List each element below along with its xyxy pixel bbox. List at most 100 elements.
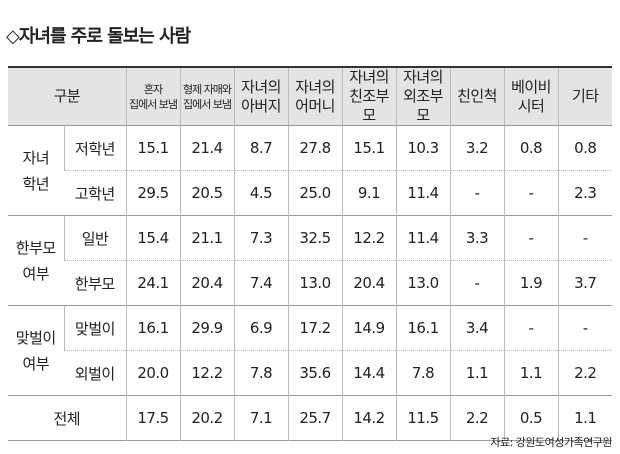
- header-cell: 베이비 시터: [503, 67, 559, 126]
- text-line: 어머니: [295, 96, 335, 115]
- cell: 0.5: [503, 395, 559, 441]
- header-cell: 자녀의 아버지: [233, 67, 289, 126]
- cell: 8.7: [233, 125, 289, 171]
- header-cell: 친인척: [449, 67, 505, 126]
- cell: 7.8: [395, 350, 451, 396]
- cell: 14.9: [341, 305, 397, 351]
- cell: 21.1: [179, 215, 235, 261]
- cell: 14.4: [341, 350, 397, 396]
- cell: 15.1: [341, 125, 397, 171]
- text-line: 아버지: [241, 96, 281, 115]
- cell: 12.2: [341, 215, 397, 261]
- cell: 2.3: [557, 170, 613, 216]
- cell: 7.8: [233, 350, 289, 396]
- text-line: 친인척: [457, 87, 497, 105]
- cell: 1.1: [449, 350, 505, 396]
- text-line: 자녀의: [295, 77, 335, 96]
- cell: 20.4: [179, 260, 235, 306]
- cell: 2.2: [449, 395, 505, 441]
- cell: 9.1: [341, 170, 397, 216]
- cell: 12.2: [179, 350, 235, 396]
- header-row: 구분 혼자 집에서 보냄 형제 자매와 집에서 보냄 자녀의 아버지 자녀의 어머니 자녀의 친조부…: [8, 67, 613, 126]
- cell: 29.5: [125, 170, 181, 216]
- header-cell: 자녀의 외조부모: [395, 67, 451, 126]
- row: 외벌이 20.0 12.2 7.8 35.6 14.4 7.8 1.1 1.1 2.2: [8, 350, 613, 396]
- cell: 3.3: [449, 215, 505, 261]
- cell: 27.8: [287, 125, 343, 171]
- cell: -: [503, 305, 559, 351]
- header-cell: 형제 자매와 집에서 보냄: [179, 67, 235, 126]
- header-cell: 구분: [8, 67, 127, 126]
- title: ◇자녀를 주로 돌보는 사람: [6, 26, 191, 47]
- cell: 4.5: [233, 170, 289, 216]
- cell: 14.2: [341, 395, 397, 441]
- cell: 11.4: [395, 170, 451, 216]
- cell: -: [557, 215, 613, 261]
- cell: 3.4: [449, 305, 505, 351]
- cell: 7.4: [233, 260, 289, 306]
- cell: 17.2: [287, 305, 343, 351]
- cell: 2.2: [557, 350, 613, 396]
- row: 맞벌이 여부 맞벌이 16.1 29.9 6.9 17.2 14.9 16.1 3.4- -: [8, 305, 613, 396]
- row-label: 일반: [63, 215, 127, 261]
- cell: 29.9: [179, 305, 235, 351]
- row-label: 고학년: [64, 170, 127, 216]
- text-line: 친조부모: [349, 87, 389, 124]
- row-label: 맞벌이: [63, 305, 127, 351]
- text-line: 집에서 보냄: [128, 97, 178, 111]
- text-line: 자녀의: [403, 68, 443, 86]
- text-line: 혼자: [143, 82, 163, 96]
- cell: 25.0: [287, 170, 343, 216]
- cell: 32.5: [287, 215, 343, 261]
- cell: -: [557, 305, 613, 351]
- cell: 20.4: [341, 260, 397, 306]
- text-line: 여부: [22, 354, 50, 373]
- cell: 13.0: [395, 260, 451, 306]
- row: 한부모 24.1 20.4 7.4 13.0 20.4 13.0-1.9 3.7: [8, 260, 613, 306]
- cell: 7.3: [233, 215, 289, 261]
- cell: 16.1: [125, 305, 181, 351]
- cell: 35.6: [287, 350, 343, 396]
- cell: 21.4: [179, 125, 235, 171]
- row: 고학년 29.5 20.5 4.5 25.0 9.1 11.4- -2.3: [8, 170, 613, 216]
- text-line: 자녀: [22, 148, 50, 167]
- total-row: 전체 17.5 20.2 7.1 25.7 14.2 11.5 2.2 0.5 1.1: [8, 395, 613, 441]
- header-cell: 혼자 집에서 보냄: [125, 67, 181, 126]
- header-cell: 자녀의 친조부모: [341, 67, 397, 126]
- text-line: 기타: [571, 87, 599, 105]
- cell: 1.9: [503, 260, 559, 306]
- header-cell: 기타: [557, 67, 613, 126]
- cell: 10.3: [395, 125, 451, 171]
- source: 자료: 강원도여성가족연구원: [490, 436, 612, 449]
- cell: 24.1: [125, 260, 181, 306]
- cell: 15.1: [125, 125, 181, 171]
- cell: 11.4: [395, 215, 451, 261]
- cell: 20.0: [125, 350, 181, 396]
- row-label: 전체: [8, 395, 127, 441]
- text-line: 여부: [22, 264, 50, 283]
- cell: 3.2: [449, 125, 505, 171]
- row: 한부모 여부 일반 15.4 21.1 7.3 32.5 12.2 11.4 3.3- -: [8, 215, 613, 306]
- cell: 1.1: [557, 395, 613, 441]
- cell: 20.2: [179, 395, 235, 441]
- cell: -: [503, 215, 559, 261]
- text-line: 자녀의: [241, 77, 281, 96]
- text-line: 외조부모: [403, 87, 443, 124]
- cell: 3.7: [557, 260, 613, 306]
- cell: -: [449, 170, 505, 216]
- cell: 0.8: [503, 125, 559, 171]
- cell: 16.1: [395, 305, 451, 351]
- row: 자녀 학년 저학년 15.1 21.4 8.7 27.8 15.1 10.3 3.2 0.8 0.8: [8, 125, 613, 216]
- text-line: 맞벌이: [15, 328, 56, 347]
- cell: 25.7: [287, 395, 343, 441]
- text-line: 한부모: [15, 238, 56, 257]
- group-label: 자녀 학년: [8, 125, 64, 216]
- cell: 6.9: [233, 305, 289, 351]
- cell: 1.1: [503, 350, 559, 396]
- cell: 0.8: [557, 125, 613, 171]
- text-line: 베이비: [511, 77, 551, 96]
- table: 구분 혼자 집에서 보냄 형제 자매와 집에서 보냄 자녀의 아버지 자녀의 어머니 자녀의 친조부…: [8, 66, 613, 441]
- cell: 11.5: [395, 395, 451, 441]
